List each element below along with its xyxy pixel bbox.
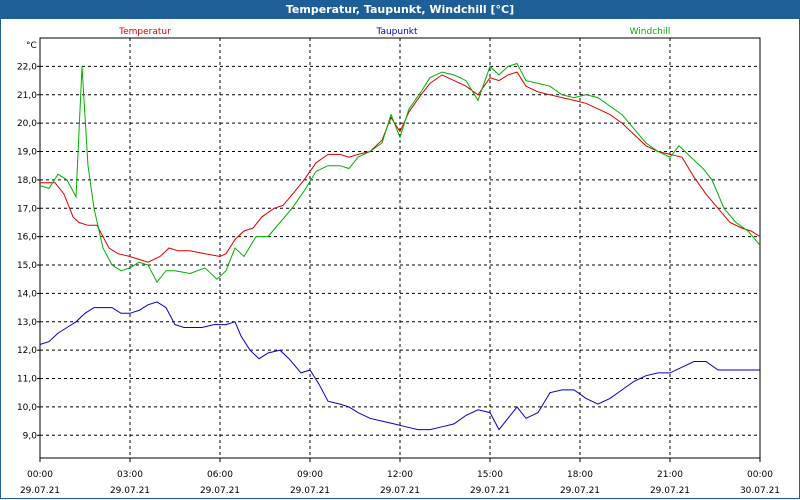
- legend-entry-taupunkt: Taupunkt: [375, 27, 418, 37]
- y-tick-label: 12,0: [17, 346, 37, 356]
- y-tick-label: 22,0: [17, 62, 37, 72]
- x-tick-date-label: 29.07.21: [560, 486, 600, 496]
- y-tick-label: 14,0: [17, 289, 37, 299]
- legend-entry-temperatur: Temperatur: [118, 27, 171, 37]
- x-tick-date-label: 29.07.21: [110, 486, 150, 496]
- y-tick-label: 13,0: [17, 318, 37, 328]
- y-tick-label: 17,0: [17, 204, 37, 214]
- chart-title: Temperatur, Taupunkt, Windchill [°C]: [0, 0, 800, 19]
- y-tick-label: 19,0: [17, 148, 37, 158]
- x-tick-date-label: 29.07.21: [20, 486, 60, 496]
- series-line-windchill: [39, 62, 761, 284]
- legend-entry-windchill: Windchill: [630, 27, 671, 37]
- series-lines: [39, 62, 761, 431]
- x-tick-date-label: 29.07.21: [380, 486, 420, 496]
- x-tick-time-label: 12:00: [387, 470, 413, 480]
- x-tick-time-label: 18:00: [567, 470, 593, 480]
- x-tick-date-label: 30.07.21: [740, 486, 780, 496]
- y-axis-unit-label: °C: [26, 41, 37, 51]
- x-tick-date-label: 29.07.21: [650, 486, 690, 496]
- axes: [37, 37, 761, 462]
- y-tick-label: 18,0: [17, 176, 37, 186]
- y-tick-label: 15,0: [17, 261, 37, 271]
- y-tick-labels: 9,0 10,0 11,0 12,0 13,0 14,0 15,0 16,0 17,0 18,0 1…: [17, 62, 37, 441]
- y-tick-label: 11,0: [17, 375, 37, 385]
- plot-border: [39, 37, 761, 459]
- grid-lines: [40, 38, 760, 458]
- legend: Temperatur Taupunkt Windchill: [118, 27, 670, 37]
- x-tick-time-label: 06:00: [207, 470, 233, 480]
- y-tick-label: 9,0: [23, 431, 38, 441]
- x-tick-time-label: 21:00: [657, 470, 683, 480]
- x-tick-time-label: 15:00: [477, 470, 503, 480]
- x-tick-time-label: 00:00: [747, 470, 773, 480]
- y-tick-label: 20,0: [17, 119, 37, 129]
- y-tick-label: 10,0: [17, 403, 37, 413]
- x-tick-time-label: 09:00: [297, 470, 323, 480]
- x-tick-time-label: 00:00: [27, 470, 53, 480]
- x-tick-date-label: 29.07.21: [200, 486, 240, 496]
- x-tick-labels: 00:00 29.07.21 03:00 29.07.21 06:00 29.07.21 0…: [20, 470, 780, 496]
- series-line-taupunkt: [39, 301, 760, 431]
- x-tick-date-label: 29.07.21: [470, 486, 510, 496]
- y-tick-label: 21,0: [17, 91, 37, 101]
- x-tick-time-label: 03:00: [117, 470, 143, 480]
- y-tick-label: 16,0: [17, 233, 37, 243]
- series-line-temperatur: [40, 71, 761, 263]
- x-tick-date-label: 29.07.21: [290, 486, 330, 496]
